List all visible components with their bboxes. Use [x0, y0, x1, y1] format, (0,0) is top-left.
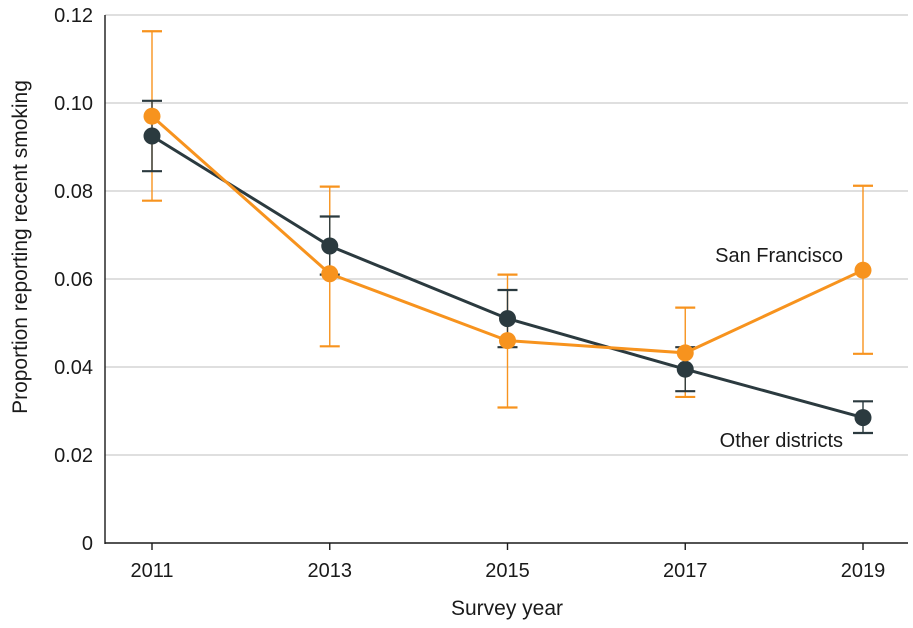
y-tick-label: 0.08 [54, 181, 93, 203]
error-bars [142, 30, 873, 435]
x-tick-label: 2017 [663, 560, 708, 582]
data-point-san-francisco [499, 332, 516, 350]
y-tick-label: 0.12 [54, 5, 93, 27]
series-label-san-francisco: San Francisco [715, 245, 843, 267]
data-point-other-districts [143, 127, 161, 145]
labels: 0 0.02 0.04 0.06 0.08 0.10 0.12 2011 2013 2015 201… [54, 5, 885, 582]
gridlines [105, 14, 908, 456]
data-point-other-districts [854, 409, 872, 427]
x-tick-label: 2013 [308, 560, 353, 582]
x-tick-label: 2015 [485, 560, 530, 582]
data-point-other-districts [321, 237, 339, 255]
data-point-san-francisco [676, 344, 694, 362]
y-tick-label: 0.04 [54, 357, 93, 379]
data-point-san-francisco [854, 261, 872, 279]
data-points [143, 107, 872, 427]
y-tick-label: 0.06 [54, 269, 93, 291]
data-point-other-districts [499, 310, 516, 328]
series-label-other-districts: Other districts [720, 430, 843, 452]
y-tick-label: 0 [82, 533, 93, 555]
data-point-san-francisco [321, 265, 339, 283]
x-tick-label: 2011 [130, 560, 173, 582]
x-axis-title: Survey year [451, 597, 563, 620]
axes [104, 15, 908, 550]
y-axis-title: Proportion reporting recent smoking [9, 80, 32, 414]
data-point-other-districts [676, 360, 694, 378]
y-tick-label: 0.10 [54, 93, 93, 115]
y-tick-label: 0.02 [54, 445, 93, 467]
data-point-san-francisco [143, 107, 161, 125]
x-tick-label: 2019 [841, 560, 886, 582]
